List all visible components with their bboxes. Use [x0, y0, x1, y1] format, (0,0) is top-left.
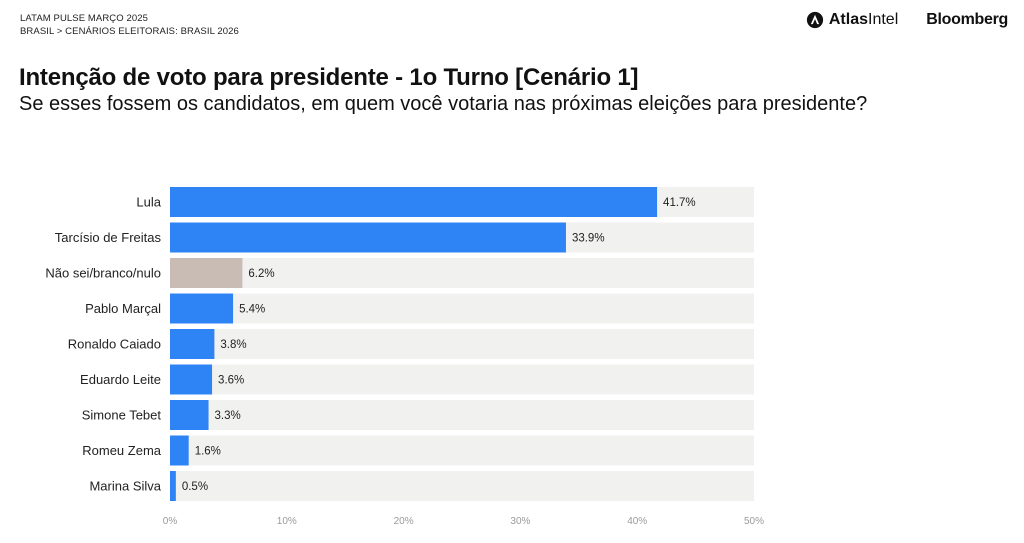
category-label: Pablo Marçal: [85, 301, 161, 316]
data-label: 1.6%: [195, 446, 221, 458]
category-label: Ronaldo Caiado: [68, 337, 161, 352]
category-label: Não sei/branco/nulo: [45, 266, 161, 281]
data-label: 6.2%: [248, 268, 274, 280]
logo-bar: AtlasIntel Bloomberg: [806, 11, 1008, 29]
data-label: 33.9%: [572, 233, 605, 245]
bar-track: [170, 258, 754, 288]
category-label: Lula: [136, 195, 161, 210]
x-tick-label: 10%: [277, 516, 297, 527]
category-label: Tarcísio de Freitas: [55, 230, 162, 245]
x-tick-label: 30%: [510, 516, 530, 527]
bar-track: [170, 329, 754, 359]
report-series-label: LATAM PULSE MARÇO 2025: [20, 13, 149, 24]
data-label: 3.3%: [215, 410, 241, 422]
bar: [170, 400, 209, 430]
category-label: Eduardo Leite: [80, 372, 161, 387]
bar-track: [170, 400, 754, 430]
data-label: 0.5%: [182, 481, 208, 493]
x-tick-label: 0%: [163, 516, 178, 527]
x-tick-label: 40%: [627, 516, 647, 527]
bar: [170, 258, 243, 288]
x-tick-label: 50%: [744, 516, 764, 527]
bar: [170, 187, 658, 217]
category-label: Marina Silva: [89, 479, 161, 494]
bar: [170, 329, 215, 359]
data-label: 5.4%: [239, 304, 265, 316]
data-label: 3.8%: [220, 339, 246, 351]
bar-track: [170, 293, 754, 324]
bar: [170, 435, 189, 466]
bar: [170, 471, 176, 501]
bar: [170, 222, 566, 253]
bar-track: [170, 435, 754, 466]
atlasintel-logo-bold: Atlas: [828, 11, 868, 28]
atlasintel-logo: AtlasIntel: [806, 11, 898, 29]
data-label: 41.7%: [663, 197, 696, 209]
chart-title: Intenção de voto para presidente - 1o Tu…: [19, 64, 639, 91]
category-label: Simone Tebet: [82, 408, 162, 423]
category-label: Romeu Zema: [82, 443, 162, 458]
bar-track: [170, 364, 754, 395]
data-label: 3.6%: [218, 375, 244, 387]
bar-track: [170, 471, 754, 501]
report-breadcrumb: BRASIL > CENÁRIOS ELEITORAIS: BRASIL 202…: [20, 26, 239, 37]
bar: [170, 364, 213, 395]
bar: [170, 293, 234, 324]
atlasintel-mark-icon: [806, 11, 823, 29]
atlasintel-logo-regular: Intel: [868, 11, 899, 28]
bloomberg-logo: Bloomberg: [926, 11, 1008, 28]
x-tick-label: 20%: [394, 516, 414, 527]
chart-subtitle: Se esses fossem os candidatos, em quem v…: [19, 93, 868, 115]
report-kicker: LATAM PULSE MARÇO 2025 BRASIL > CENÁRIOS…: [20, 12, 239, 38]
